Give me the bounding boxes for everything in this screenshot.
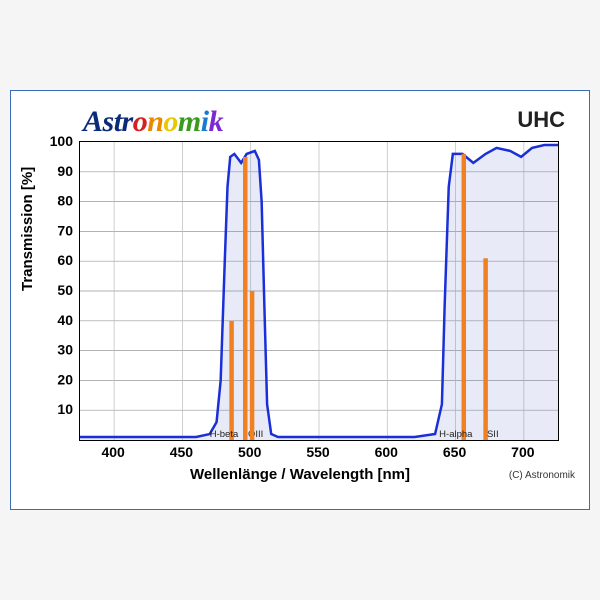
chart-frame: Astronomik UHC H-betaOIIIH-alphaSII 4004… — [10, 90, 590, 510]
svg-text:H-beta: H-beta — [210, 429, 239, 440]
svg-text:700: 700 — [511, 444, 535, 460]
svg-text:500: 500 — [238, 444, 262, 460]
svg-text:450: 450 — [170, 444, 194, 460]
svg-text:10: 10 — [57, 401, 73, 417]
svg-text:70: 70 — [57, 222, 73, 238]
svg-text:30: 30 — [57, 342, 73, 358]
svg-text:90: 90 — [57, 163, 73, 179]
plot-area: H-betaOIIIH-alphaSII — [79, 141, 559, 441]
svg-text:600: 600 — [375, 444, 399, 460]
svg-text:SII: SII — [487, 429, 499, 440]
y-axis-label: Transmission [%] — [19, 167, 36, 291]
svg-text:80: 80 — [57, 193, 73, 209]
svg-text:H-alpha: H-alpha — [439, 429, 473, 440]
x-axis-label: Wellenlänge / Wavelength [nm] — [11, 466, 589, 483]
svg-text:50: 50 — [57, 282, 73, 298]
svg-text:400: 400 — [101, 444, 125, 460]
svg-text:550: 550 — [306, 444, 330, 460]
svg-text:650: 650 — [443, 444, 467, 460]
svg-text:100: 100 — [50, 133, 74, 149]
svg-text:40: 40 — [57, 312, 73, 328]
brand-logo: Astronomik — [83, 105, 223, 139]
svg-text:20: 20 — [57, 371, 73, 387]
copyright-text: (C) Astronomik — [509, 470, 575, 481]
svg-text:60: 60 — [57, 252, 73, 268]
product-label: UHC — [517, 107, 565, 133]
